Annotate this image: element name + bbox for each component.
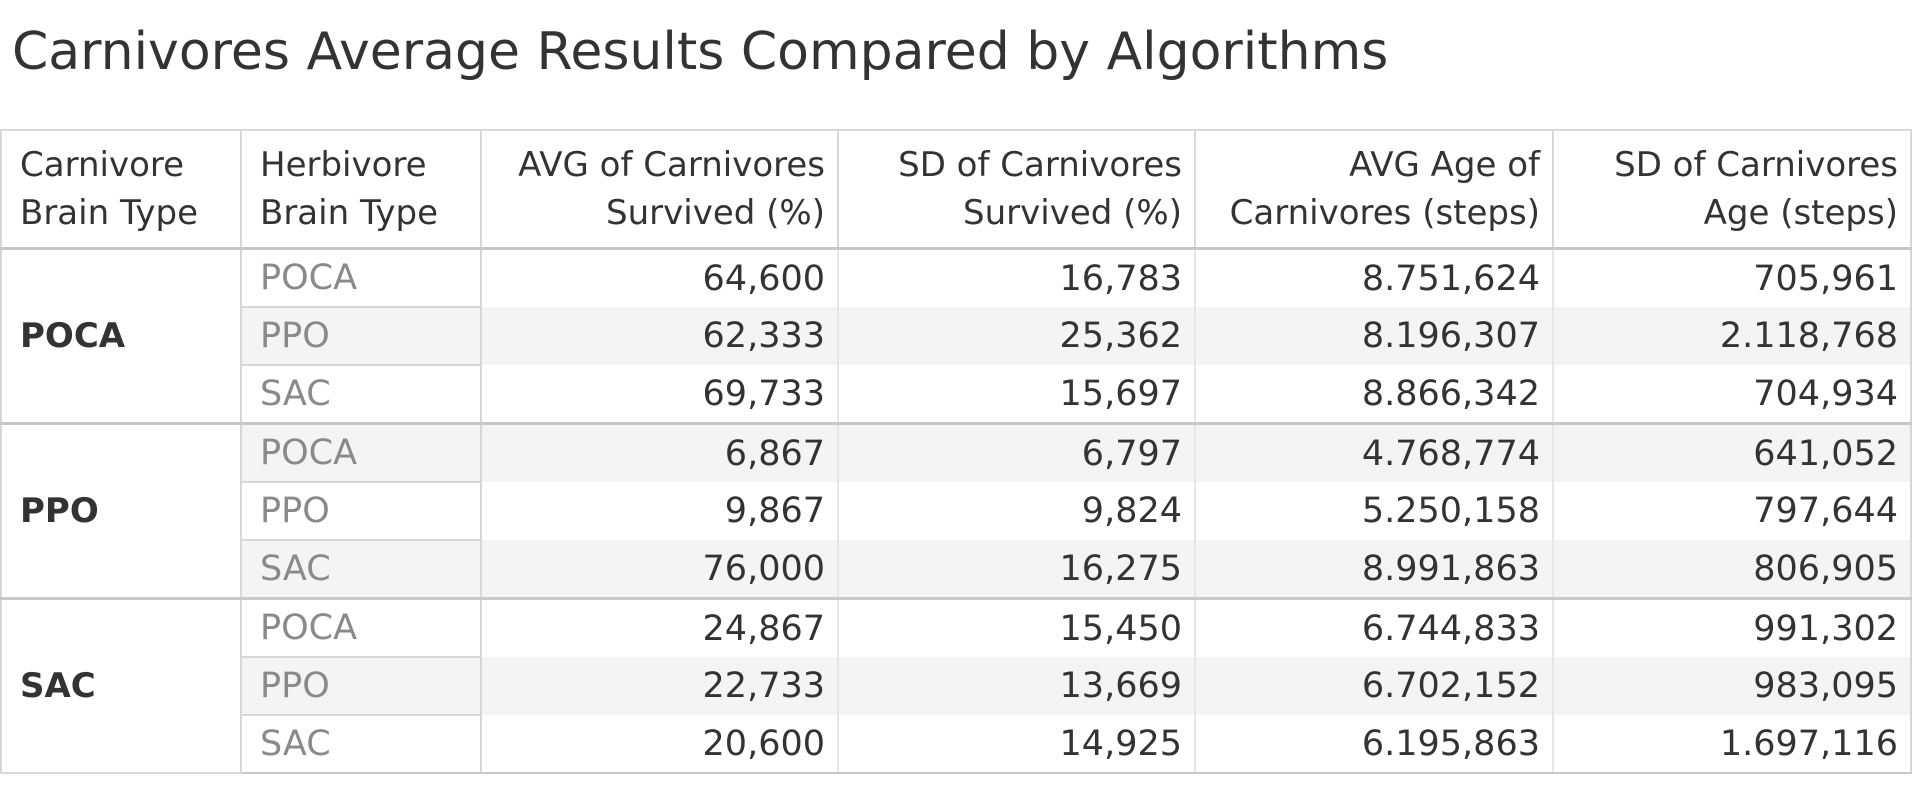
column-header-2: AVG of Carnivores Survived (%)	[480, 129, 839, 250]
value-cell: 4.768,774	[1194, 422, 1554, 482]
table-row: SAC POCA 24,867 15,450 6.744,833 991,302	[0, 597, 1912, 774]
herbivore-cell: SAC	[240, 539, 482, 600]
herbivore-cell: PPO	[240, 306, 482, 366]
value-cell: 64,600	[480, 247, 839, 307]
value-cell: 24,867	[480, 597, 839, 657]
table-body: POCA POCA 64,600 16,783 8.751,624 705,961 PPO 6…	[0, 247, 1912, 774]
value-cell: 5.250,158	[1194, 482, 1554, 540]
value-cell: 641,052	[1552, 422, 1912, 482]
value-cell: 62,333	[480, 307, 839, 365]
column-header-line: Age (steps)	[1703, 193, 1898, 233]
value-cell: 14,925	[837, 715, 1196, 774]
value-cell: 16,783	[837, 247, 1196, 307]
herbivore-cell: SAC	[240, 714, 482, 774]
value-cell: 1.697,116	[1552, 715, 1912, 774]
herbivore-cell: PPO	[240, 656, 482, 716]
column-header-line: SD of Carnivores	[1614, 145, 1898, 185]
value-cell: 6.195,863	[1194, 715, 1554, 774]
value-cell: 806,905	[1552, 540, 1912, 599]
value-cell: 8.751,624	[1194, 247, 1554, 307]
column-header-0: Carnivore Brain Type	[0, 129, 242, 250]
value-cell: 6.744,833	[1194, 597, 1554, 657]
value-cell: 704,934	[1552, 365, 1912, 424]
value-cell: 6,797	[837, 422, 1196, 482]
value-cell: 69,733	[480, 365, 839, 424]
table-row: PPO 62,333 25,362 8.196,307 2.118,768	[1, 306, 1912, 366]
value-cell: 9,867	[480, 482, 839, 540]
value-cell: 15,450	[837, 597, 1196, 657]
table-row: PPO 9,867 9,824 5.250,158 797,644	[1, 481, 1912, 541]
column-header-line: Carnivore	[20, 145, 185, 185]
table-row: SAC 76,000 16,275 8.991,863 806,905	[1, 539, 1912, 600]
chart-title: Carnivores Average Results Compared by A…	[12, 22, 1389, 82]
value-cell: 16,275	[837, 540, 1196, 599]
column-header-line: Survived (%)	[963, 193, 1182, 233]
table-row: SAC 69,733 15,697 8.866,342 704,934	[1, 364, 1912, 425]
table-row: PPO 22,733 13,669 6.702,152 983,095	[1, 656, 1912, 716]
value-cell: 8.196,307	[1194, 307, 1554, 365]
value-cell: 6,867	[480, 422, 839, 482]
herbivore-cell: POCA	[240, 597, 482, 658]
value-cell: 13,669	[837, 657, 1196, 715]
column-header-line: Brain Type	[20, 193, 199, 233]
column-header-4: AVG Age of Carnivores (steps)	[1194, 129, 1554, 250]
herbivore-cell: SAC	[240, 364, 482, 425]
value-cell: 25,362	[837, 307, 1196, 365]
value-cell: 22,733	[480, 657, 839, 715]
value-cell: 797,644	[1552, 482, 1912, 540]
value-cell: 2.118,768	[1552, 307, 1912, 365]
column-header-line: SD of Carnivores	[898, 145, 1182, 185]
carnivore-group-label: PPO	[0, 422, 242, 600]
value-cell: 6.702,152	[1194, 657, 1554, 715]
column-header-line: Survived (%)	[606, 193, 825, 233]
herbivore-cell: PPO	[240, 481, 482, 541]
table-row: PPO POCA 6,867 6,797 4.768,774 641,052	[0, 422, 1912, 600]
carnivore-group-label: POCA	[0, 247, 242, 425]
value-cell: 8.991,863	[1194, 540, 1554, 599]
table-row: SAC 20,600 14,925 6.195,863 1.697,116	[1, 714, 1912, 774]
value-cell: 20,600	[480, 715, 839, 774]
column-header-line: AVG Age of	[1349, 145, 1540, 185]
value-cell: 705,961	[1552, 247, 1912, 307]
column-header-5: SD of Carnivores Age (steps)	[1552, 129, 1912, 250]
results-table: Carnivore Brain Type Herbivore Brain Type AV…	[0, 129, 1912, 774]
value-cell: 15,697	[837, 365, 1196, 424]
herbivore-cell: POCA	[240, 247, 482, 308]
column-header-3: SD of Carnivores Survived (%)	[837, 129, 1196, 250]
column-header-line: Brain Type	[260, 193, 439, 233]
column-header-line: Carnivores (steps)	[1229, 193, 1540, 233]
table-row: POCA POCA 64,600 16,783 8.751,624 705,961	[0, 247, 1912, 425]
value-cell: 9,824	[837, 482, 1196, 540]
column-header-1: Herbivore Brain Type	[240, 129, 482, 250]
column-header-line: AVG of Carnivores	[518, 145, 825, 185]
header-row: Carnivore Brain Type Herbivore Brain Type AV…	[0, 129, 1912, 250]
value-cell: 8.866,342	[1194, 365, 1554, 424]
column-header-line: Herbivore	[260, 145, 427, 185]
carnivore-group-label: SAC	[0, 597, 242, 774]
value-cell: 76,000	[480, 540, 839, 599]
value-cell: 991,302	[1552, 597, 1912, 657]
value-cell: 983,095	[1552, 657, 1912, 715]
herbivore-cell: POCA	[240, 422, 482, 483]
